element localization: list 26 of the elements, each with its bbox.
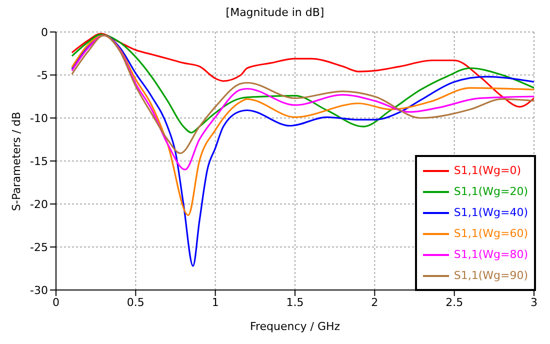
y-tick-label: 0 (41, 26, 48, 39)
x-tick-label: 2 (371, 296, 378, 309)
x-tick-label: 3 (530, 296, 538, 309)
x-tick-label: 1.5 (286, 296, 304, 309)
x-tick-label: 0 (52, 296, 60, 309)
legend-label: S1,1(Wg=60) (454, 227, 528, 240)
y-tick-label: -30 (30, 284, 48, 297)
legend-label: S1,1(Wg=80) (454, 248, 528, 261)
x-tick-label: 0.5 (126, 296, 144, 309)
legend-label: S1,1(Wg=90) (454, 269, 528, 282)
x-axis-title: Frequency / GHz (250, 320, 340, 333)
y-tick-label: -5 (37, 68, 48, 82)
legend-label: S1,1(Wg=0) (454, 164, 521, 177)
line-series (71, 34, 534, 267)
line-series (71, 32, 534, 108)
y-tick-label: -15 (30, 154, 48, 168)
legend-label: S1,1(Wg=40) (454, 206, 528, 219)
x-tick-label: 1 (212, 296, 219, 309)
line-series (71, 34, 534, 134)
y-tick-label: -10 (30, 112, 48, 125)
chart-title: [Magnitude in dB] (224, 6, 326, 19)
y-tick-label: -25 (30, 240, 48, 254)
legend-label: S1,1(Wg=20) (454, 185, 528, 198)
y-tick-label: -20 (30, 198, 48, 211)
x-tick-label: 2.5 (446, 296, 464, 309)
y-axis-title: S-Parameters / dB (10, 112, 23, 211)
